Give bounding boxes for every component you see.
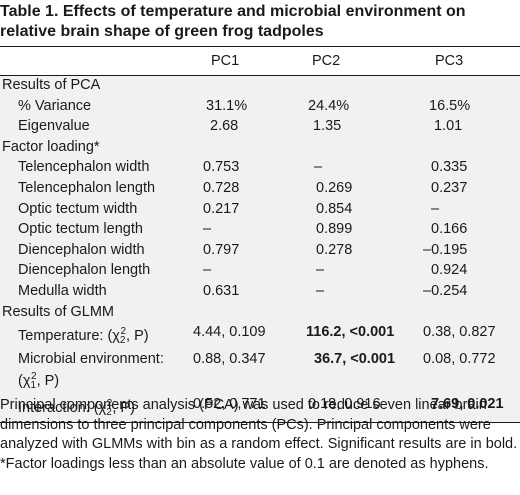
cell-pc2: 116.2, <0.001	[306, 324, 395, 341]
cell-pc2: 0.18, 0.916	[308, 396, 381, 413]
cell-pc3: 0.08, 0.772	[423, 351, 496, 368]
cell-pc2: 0.269	[316, 179, 353, 196]
section-row: Results of PCA	[0, 76, 520, 97]
table-row: Optic tectum width 0.217 0.854 –	[0, 200, 520, 221]
cell-pc2: 0.854	[316, 200, 353, 217]
cell-pc1: 0.797	[203, 241, 240, 258]
header-row: PC1 PC2 PC3	[0, 46, 520, 76]
row-label: Medulla width	[18, 282, 107, 299]
row-label: Diencephalon length	[18, 262, 151, 279]
table-row: Telencephalon length 0.728 0.269 0.237	[0, 179, 520, 200]
table-row: Diencephalon length – – 0.924	[0, 261, 520, 282]
cell-pc1: 0.52, 0,771	[193, 396, 266, 413]
cell-pc1: –	[203, 221, 212, 238]
results-table: PC1 PC2 PC3 Results of PCA % Variance 31…	[0, 46, 520, 424]
cell-pc3: 0.38, 0.827	[423, 324, 496, 341]
table-row: Interaction: (χ22, P) 0.52, 0,771 0.18, …	[0, 395, 520, 423]
cell-pc1: –	[203, 262, 212, 279]
header-pc1: PC1	[185, 46, 298, 76]
results-table-container: PC1 PC2 PC3 Results of PCA % Variance 31…	[0, 46, 520, 424]
cell-pc3: 0.924	[431, 262, 468, 279]
cell-pc2: 36.7, <0.001	[314, 351, 396, 368]
table-row: Eigenvalue 2.68 1.35 1.01	[0, 117, 520, 138]
section-label: Results of GLMM	[2, 303, 114, 320]
table-row: Temperature: (χ22, P) 4.44, 0.109 116.2,…	[0, 323, 520, 350]
cell-pc2: 24.4%	[308, 97, 350, 114]
cell-pc3: –0.195	[423, 241, 468, 258]
row-label: Telencephalon width	[18, 159, 150, 176]
cell-pc2: –	[316, 262, 325, 279]
row-label: Optic tectum length	[18, 221, 143, 238]
cell-pc3: 16.5%	[429, 97, 471, 114]
cell-pc1: 0.217	[203, 200, 240, 217]
cell-pc3: 1.01	[434, 118, 463, 135]
table-row: Microbial environment: (χ12, P) 0.88, 0.3…	[0, 350, 520, 395]
header-pc2: PC2	[298, 46, 411, 76]
section-row: Factor loading*	[0, 138, 520, 159]
cell-pc2: –	[314, 159, 323, 176]
table-title: Table 1. Effects of temperature and micr…	[0, 3, 466, 40]
cell-pc1: 0.88, 0.347	[193, 351, 266, 368]
row-label: Diencephalon width	[18, 241, 145, 258]
table-row: Diencephalon width 0.797 0.278 –0.195	[0, 241, 520, 262]
row-label: Microbial environment: (χ12, P)	[18, 351, 164, 392]
cell-pc2: 1.35	[313, 118, 342, 135]
table-footnote: Principal components analysis (PCA) was …	[0, 397, 518, 472]
cell-pc2: 0.278	[316, 241, 353, 258]
row-label: Interaction: (χ22, P)	[18, 398, 135, 419]
row-label: Temperature: (χ22, P)	[18, 326, 149, 347]
header-pc3: PC3	[411, 46, 520, 76]
table-row: Telencephalon width 0.753 – 0.335	[0, 158, 520, 179]
table-row: Medulla width 0.631 – –0.254	[0, 282, 520, 303]
cell-pc3: 7.69, 0.021	[431, 396, 504, 413]
header-blank	[0, 46, 185, 76]
cell-pc2: –	[316, 282, 325, 299]
table-row: % Variance 31.1% 24.4% 16.5%	[0, 97, 520, 118]
section-label: Factor loading*	[2, 138, 100, 155]
cell-pc1: 31.1%	[206, 97, 248, 114]
row-label: Eigenvalue	[18, 118, 90, 135]
table-row: Optic tectum length – 0.899 0.166	[0, 220, 520, 241]
cell-pc1: 4.44, 0.109	[193, 324, 266, 341]
cell-pc3: –0.254	[423, 282, 468, 299]
cell-pc3: 0.166	[431, 221, 468, 238]
cell-pc3: 0.335	[431, 159, 468, 176]
cell-pc3: 0.237	[431, 179, 468, 196]
cell-pc1: 0.631	[203, 282, 240, 299]
row-label: Telencephalon length	[18, 179, 156, 196]
cell-pc2: 0.899	[316, 221, 353, 238]
row-label: % Variance	[18, 97, 92, 114]
section-row: Results of GLMM	[0, 303, 520, 324]
row-label: Optic tectum width	[18, 200, 138, 217]
cell-pc1: 0.753	[203, 159, 240, 176]
cell-pc3: –	[431, 200, 440, 217]
section-label: Results of PCA	[2, 77, 101, 93]
cell-pc1: 2.68	[210, 118, 239, 135]
cell-pc1: 0.728	[203, 179, 240, 196]
